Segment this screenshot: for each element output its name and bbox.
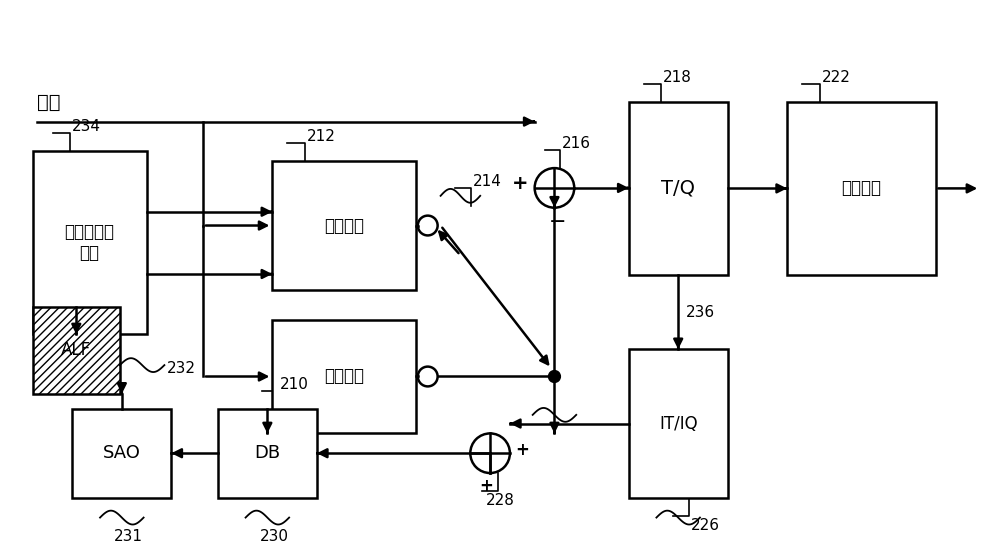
Text: 228: 228 [486,493,515,508]
Bar [33,307,120,394]
Text: 232: 232 [167,361,196,376]
Text: 帧内预测: 帧内预测 [324,367,364,386]
Bar [33,152,147,335]
Text: SAO: SAO [103,444,141,462]
Circle shape [549,371,560,382]
Text: 234: 234 [72,119,101,134]
Text: T/Q: T/Q [661,179,695,198]
Text: 226: 226 [691,518,720,533]
Bar [629,102,728,275]
Text: +: + [479,477,493,495]
Text: 231: 231 [114,529,143,544]
Text: 216: 216 [561,137,590,152]
Text: IT/IQ: IT/IQ [659,415,698,432]
Bar [272,161,416,290]
Text: 帧间预测: 帧间预测 [324,216,364,235]
Text: 输入: 输入 [37,93,60,112]
Bar [72,408,171,498]
Text: +: + [512,174,529,194]
Bar [787,102,936,275]
Text: ALF: ALF [61,341,91,359]
Text: 222: 222 [822,70,851,85]
Text: −: − [549,211,566,231]
Bar [629,349,728,498]
Text: DB: DB [254,444,280,462]
Text: 236: 236 [686,305,715,320]
Text: 参考图片缓
冲器: 参考图片缓 冲器 [65,224,115,263]
Bar [33,307,120,394]
Text: 214: 214 [473,174,502,189]
Text: 218: 218 [663,70,692,85]
Text: 230: 230 [259,529,288,544]
Bar [272,320,416,433]
Text: +: + [515,441,529,459]
Text: 熵编码器: 熵编码器 [841,179,881,198]
Bar [218,408,317,498]
Text: 210: 210 [280,377,309,392]
Text: 212: 212 [307,129,336,144]
